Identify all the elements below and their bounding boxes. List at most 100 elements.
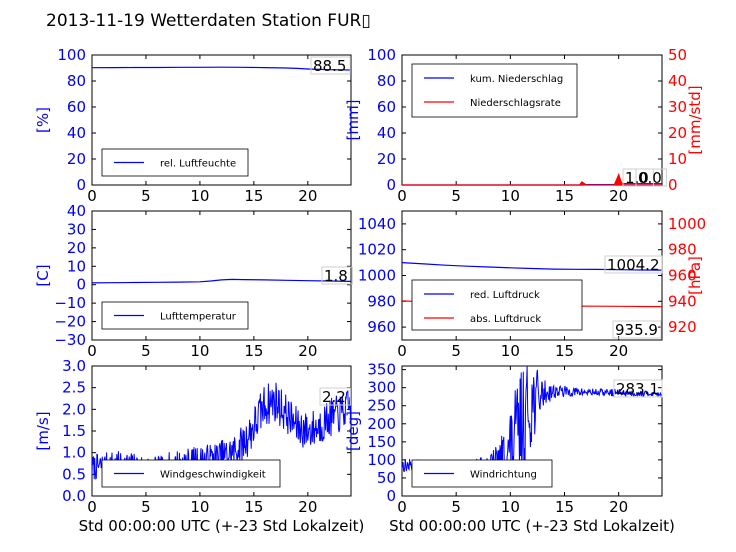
- y-tick-label: 1.5: [62, 422, 86, 440]
- y2-axis-label: [hPa]: [686, 256, 704, 295]
- y2-tick-label: 50: [668, 46, 687, 64]
- y2-tick-label: 980: [668, 241, 697, 259]
- annotation-text: 2.2: [322, 388, 346, 406]
- y2-tick-label: 0: [668, 176, 678, 194]
- annotation-box: [319, 387, 351, 406]
- annotation-text: 0.0: [638, 169, 662, 187]
- x-tick-label: 20: [609, 498, 628, 516]
- legend-label: kum. Niederschlag: [470, 74, 563, 85]
- y-tick-label: −10: [54, 294, 86, 312]
- y-tick-label: 60: [377, 98, 396, 116]
- x-tick-label: 0: [397, 498, 407, 516]
- y-tick-label: 40: [377, 124, 396, 142]
- x-tick-label: 20: [298, 342, 317, 360]
- y-tick-label: −20: [54, 313, 86, 331]
- x-tick-label: 5: [451, 187, 461, 205]
- y-axis-label: [m/s]: [34, 411, 52, 450]
- value-annotation: 283.1: [613, 379, 663, 398]
- y-axis-label: [mm]: [344, 100, 362, 141]
- value-annotation: 1004.2: [604, 255, 663, 274]
- x-tick-label: 20: [609, 342, 628, 360]
- legend: Lufttemperatur: [101, 301, 249, 330]
- annotation-box: [321, 266, 353, 285]
- y-tick-label: 2.5: [62, 379, 86, 397]
- y-tick-label: 40: [67, 124, 86, 142]
- legend-label: rel. Luftfeuchte: [160, 159, 236, 170]
- y2-tick-label: 30: [668, 98, 687, 116]
- legend: rel. Luftfeuchte: [101, 148, 249, 177]
- y-tick-label: 50: [377, 469, 396, 487]
- y-tick-label: 20: [377, 150, 396, 168]
- x-tick-label: 5: [451, 342, 461, 360]
- x-tick-label: 10: [190, 187, 209, 205]
- annotation-text: 283.1: [616, 380, 659, 398]
- legend: Windgeschwindigkeit: [101, 459, 281, 488]
- x-tick-label: 5: [451, 498, 461, 516]
- chart-wind_speed: 0 5 10 15 20 0.0 0.5 1.0 1.5 2.0 2.5 3.0 [m/s] Std 00…: [34, 357, 364, 535]
- y2-tick-label: 1000: [668, 215, 706, 233]
- x-tick-label: 0: [397, 342, 407, 360]
- chart-precip: 0 5 10 15 20 0 20 40 60 80 100 0 10 20 30 40 50 [mm] [mm/s…: [344, 46, 704, 205]
- x-tick-label: 5: [141, 342, 151, 360]
- y-tick-label: 200: [367, 415, 396, 433]
- legend-box: [101, 148, 249, 177]
- y-axis-label: [C]: [34, 264, 52, 286]
- y-tick-label: 250: [367, 397, 396, 415]
- x-tick-label: 10: [190, 498, 209, 516]
- legend-label: Windrichtung: [470, 470, 537, 481]
- annotation-text: 88.5: [313, 57, 346, 75]
- legend-label: Niederschlagsrate: [470, 98, 561, 109]
- x-tick-label: 15: [555, 498, 574, 516]
- x-tick-label: 5: [141, 498, 151, 516]
- x-tick-label: 20: [609, 187, 628, 205]
- y2-tick-label: 960: [668, 267, 697, 285]
- y-tick-label: 1040: [358, 215, 396, 233]
- y-tick-label: 10: [67, 257, 86, 275]
- series-line-0: [91, 278, 352, 284]
- y-tick-label: 2.0: [62, 400, 86, 418]
- chart-pressure: 0 5 10 15 20 960 980 1000 1020 1040 920 940 960 980 10…: [358, 210, 706, 360]
- y-axis-label: [%]: [34, 107, 52, 133]
- legend-box: [411, 279, 583, 331]
- y-tick-label: 80: [377, 72, 396, 90]
- legend-box: [411, 63, 578, 118]
- x-axis-label: Std 00:00:00 UTC (+-23 Std Lokalzeit): [79, 517, 365, 535]
- x-tick-label: 10: [501, 498, 520, 516]
- series-line-0: [91, 66, 352, 71]
- y-axis-label: [deg]: [344, 411, 362, 451]
- annotation-box: [604, 255, 663, 274]
- x-tick-label: 15: [244, 187, 263, 205]
- legend: kum. Niederschlag Niederschlagsrate: [411, 63, 578, 118]
- value-annotation: 2.2: [319, 387, 351, 406]
- legend: Windrichtung: [411, 459, 553, 488]
- y-tick-label: 0.0: [62, 487, 86, 505]
- y-tick-label: 40: [67, 202, 86, 220]
- y2-tick-label: 40: [668, 72, 687, 90]
- y-tick-label: 1020: [358, 241, 396, 259]
- legend-label: red. Luftdruck: [470, 290, 540, 301]
- y-tick-label: 100: [367, 46, 396, 64]
- y-tick-label: 60: [67, 98, 86, 116]
- x-tick-label: 15: [244, 342, 263, 360]
- y-tick-label: 0: [76, 176, 86, 194]
- x-axis-label: Std 00:00:00 UTC (+-23 Std Lokalzeit): [389, 517, 675, 535]
- y-tick-label: 350: [367, 361, 396, 379]
- y2-tick-label: 920: [668, 318, 697, 336]
- legend-label: Windgeschwindigkeit: [160, 470, 266, 481]
- y2-tick-label: 10: [668, 150, 687, 168]
- annotation-text: 1.0: [625, 169, 649, 187]
- x-tick-label: 5: [141, 187, 151, 205]
- y-tick-label: 0: [386, 176, 396, 194]
- value-annotation: 88.5: [310, 56, 351, 75]
- annotation-box: [635, 168, 667, 187]
- y-tick-label: 100: [57, 46, 86, 64]
- legend-label: Lufttemperatur: [160, 312, 237, 323]
- x-tick-label: 0: [87, 498, 97, 516]
- annotation-text: 1.8: [324, 267, 348, 285]
- value-annotation: 1.8: [321, 266, 353, 285]
- y2-tick-label: 940: [668, 292, 697, 310]
- x-tick-label: 15: [244, 498, 263, 516]
- y-tick-label: 150: [367, 433, 396, 451]
